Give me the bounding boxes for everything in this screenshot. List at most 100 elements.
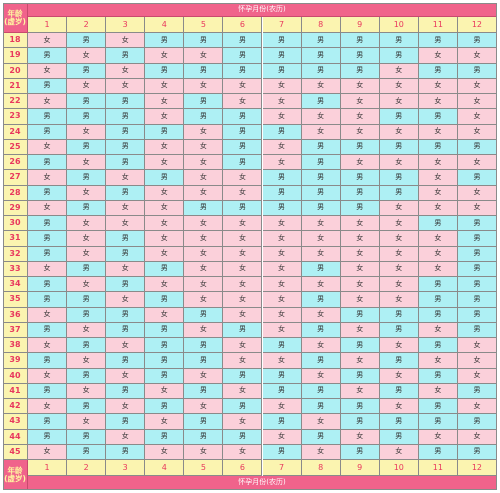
gender-cell: 女 bbox=[379, 292, 419, 308]
gender-cell: 女 bbox=[262, 353, 302, 369]
gender-cell: 女 bbox=[145, 414, 185, 430]
gender-cell: 女 bbox=[379, 246, 419, 262]
gender-cell: 男 bbox=[184, 414, 224, 430]
gender-cell: 女 bbox=[184, 155, 224, 171]
gender-cell: 男 bbox=[106, 322, 146, 338]
gender-cell: 男 bbox=[418, 338, 458, 354]
gender-cell: 男 bbox=[223, 200, 263, 216]
gender-cell: 男 bbox=[301, 429, 341, 445]
gender-cell: 女 bbox=[301, 246, 341, 262]
gender-cell: 女 bbox=[379, 63, 419, 79]
gender-cell: 男 bbox=[184, 338, 224, 354]
gender-cell: 女 bbox=[418, 94, 458, 110]
month-footer-cell: 7 bbox=[262, 460, 302, 476]
gender-cell: 女 bbox=[340, 78, 380, 94]
gender-cell: 女 bbox=[184, 170, 224, 186]
gender-cell: 女 bbox=[145, 444, 185, 460]
month-footer-cell: 9 bbox=[340, 460, 380, 476]
gender-cell: 女 bbox=[28, 139, 68, 155]
gender-cell: 男 bbox=[340, 399, 380, 415]
age-header-label: 年龄 bbox=[7, 8, 23, 18]
gender-cell: 女 bbox=[379, 399, 419, 415]
age-cell: 29 bbox=[3, 200, 28, 216]
gender-cell: 男 bbox=[28, 78, 68, 94]
gender-cell: 女 bbox=[184, 322, 224, 338]
gender-cell: 女 bbox=[301, 414, 341, 430]
gender-cell: 女 bbox=[457, 185, 497, 201]
gender-cell: 男 bbox=[67, 444, 107, 460]
gender-cell: 女 bbox=[379, 338, 419, 354]
gender-cell: 男 bbox=[301, 322, 341, 338]
gender-cell: 男 bbox=[67, 261, 107, 277]
gender-cell: 男 bbox=[145, 33, 185, 49]
gender-cell: 女 bbox=[457, 353, 497, 369]
gender-cell: 男 bbox=[145, 429, 185, 445]
gender-cell: 男 bbox=[340, 63, 380, 79]
gender-cell: 男 bbox=[106, 94, 146, 110]
gender-cell: 女 bbox=[106, 399, 146, 415]
gender-cell: 女 bbox=[301, 277, 341, 293]
age-cell: 19 bbox=[3, 48, 28, 64]
gender-cell: 女 bbox=[340, 292, 380, 308]
gender-cell: 男 bbox=[262, 48, 302, 64]
gender-cell: 男 bbox=[457, 33, 497, 49]
gender-cell: 男 bbox=[340, 307, 380, 323]
gender-cell: 女 bbox=[67, 155, 107, 171]
gender-cell: 女 bbox=[379, 124, 419, 140]
gender-cell: 男 bbox=[418, 33, 458, 49]
gender-cell: 男 bbox=[145, 261, 185, 277]
gender-cell: 男 bbox=[106, 383, 146, 399]
gender-cell: 女 bbox=[67, 246, 107, 262]
gender-cell: 男 bbox=[67, 307, 107, 323]
gender-cell: 女 bbox=[223, 353, 263, 369]
month-header-cell: 3 bbox=[106, 17, 146, 33]
month-header-cell: 5 bbox=[184, 17, 224, 33]
gender-cell: 女 bbox=[67, 48, 107, 64]
gender-cell: 男 bbox=[379, 322, 419, 338]
gender-cell: 女 bbox=[262, 155, 302, 171]
gender-cell: 女 bbox=[379, 200, 419, 216]
gender-cell: 女 bbox=[301, 216, 341, 232]
gender-cell: 男 bbox=[223, 322, 263, 338]
gender-cell: 女 bbox=[223, 383, 263, 399]
gender-cell: 女 bbox=[184, 185, 224, 201]
age-cell: 30 bbox=[3, 216, 28, 232]
gender-cell: 男 bbox=[418, 109, 458, 125]
gender-cell: 女 bbox=[457, 109, 497, 125]
age-cell: 18 bbox=[3, 33, 28, 49]
gender-cell: 女 bbox=[28, 399, 68, 415]
gender-cell: 男 bbox=[106, 307, 146, 323]
gender-cell: 男 bbox=[28, 231, 68, 247]
gender-cell: 女 bbox=[418, 155, 458, 171]
gender-cell: 女 bbox=[262, 231, 302, 247]
gender-cell: 女 bbox=[223, 170, 263, 186]
gender-cell: 女 bbox=[28, 170, 68, 186]
gender-cell: 女 bbox=[223, 231, 263, 247]
gender-cell: 男 bbox=[28, 353, 68, 369]
gender-cell: 女 bbox=[223, 94, 263, 110]
gender-cell: 女 bbox=[457, 48, 497, 64]
age-cell: 38 bbox=[3, 338, 28, 354]
gender-cell: 女 bbox=[418, 48, 458, 64]
gender-cell: 男 bbox=[223, 63, 263, 79]
month-header-cell: 4 bbox=[145, 17, 185, 33]
age-cell: 31 bbox=[3, 231, 28, 247]
gender-cell: 女 bbox=[184, 399, 224, 415]
gender-cell: 女 bbox=[145, 48, 185, 64]
gender-cell: 男 bbox=[301, 139, 341, 155]
gender-cell: 女 bbox=[184, 368, 224, 384]
gender-cell: 女 bbox=[262, 277, 302, 293]
gender-cell: 男 bbox=[223, 124, 263, 140]
gender-cell: 女 bbox=[28, 261, 68, 277]
gender-cell: 女 bbox=[28, 338, 68, 354]
age-cell: 34 bbox=[3, 277, 28, 293]
gender-cell: 女 bbox=[145, 277, 185, 293]
age-cell: 44 bbox=[3, 429, 28, 445]
gender-cell: 男 bbox=[262, 33, 302, 49]
age-header-sublabel: (虚岁) bbox=[4, 474, 26, 483]
gender-cell: 女 bbox=[340, 216, 380, 232]
gender-cell: 女 bbox=[457, 338, 497, 354]
gender-cell: 女 bbox=[184, 139, 224, 155]
gender-cell: 女 bbox=[184, 48, 224, 64]
gender-cell: 女 bbox=[223, 216, 263, 232]
